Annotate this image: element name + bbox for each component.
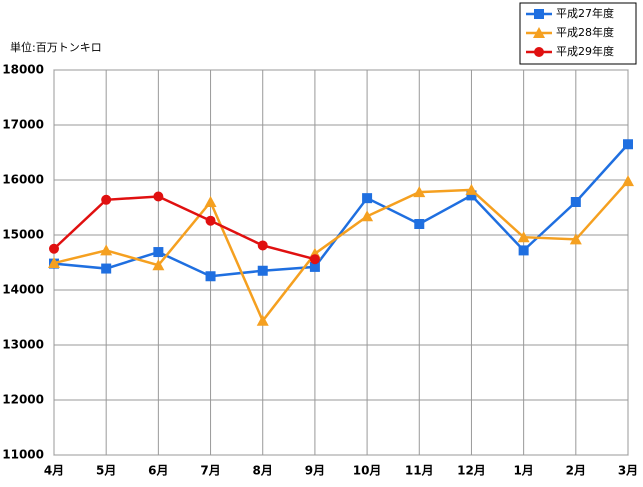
marker	[100, 244, 113, 256]
unit-label: 単位:百万トンキロ	[10, 40, 102, 54]
marker	[623, 139, 633, 150]
marker	[153, 247, 164, 258]
x-tick-label: 11月	[405, 464, 434, 478]
marker	[362, 193, 373, 204]
marker	[569, 233, 582, 245]
marker	[465, 183, 478, 195]
series-line	[53, 180, 629, 324]
legend-label: 平成29年度	[556, 44, 614, 58]
y-tick-label: 17000	[2, 118, 44, 132]
y-tick-label: 12000	[2, 393, 44, 407]
plot-area	[53, 69, 629, 456]
marker	[49, 243, 59, 254]
marker	[101, 194, 112, 205]
x-tick-label: 9月	[305, 464, 325, 478]
y-tick-label: 14000	[2, 283, 44, 297]
y-tick-label: 18000	[2, 63, 44, 77]
marker	[257, 240, 268, 251]
y-tick-label: 13000	[2, 338, 44, 352]
marker	[622, 175, 634, 187]
y-tick-label: 11000	[2, 448, 44, 462]
marker	[414, 219, 425, 229]
y-tick-label: 15000	[2, 228, 44, 242]
series-line	[53, 143, 629, 278]
marker	[413, 186, 426, 198]
marker	[533, 27, 545, 38]
marker	[153, 191, 164, 202]
marker	[309, 261, 320, 272]
marker	[534, 47, 544, 57]
marker	[534, 9, 544, 19]
x-tick-label: 5月	[96, 464, 116, 478]
x-tick-label: 10月	[353, 464, 382, 478]
x-tick-label: 12月	[457, 464, 486, 478]
marker	[309, 254, 320, 265]
marker	[205, 215, 216, 226]
marker	[205, 271, 216, 282]
marker	[517, 231, 530, 243]
marker	[204, 196, 217, 207]
x-tick-label: 1月	[513, 464, 533, 478]
marker	[152, 259, 165, 271]
x-tick-label: 6月	[148, 464, 168, 478]
marker	[570, 197, 581, 207]
series-line	[53, 195, 316, 261]
marker	[518, 245, 529, 256]
x-tick-label: 3月	[618, 464, 638, 478]
x-tick-label: 4月	[44, 464, 64, 478]
marker	[101, 263, 112, 274]
y-tick-label: 16000	[2, 173, 44, 187]
marker	[361, 210, 374, 222]
marker	[256, 314, 269, 326]
marker	[466, 190, 477, 201]
legend-label: 平成28年度	[556, 25, 614, 39]
marker	[257, 265, 268, 276]
marker	[48, 257, 60, 269]
x-tick-label: 2月	[566, 464, 586, 478]
legend-label: 平成27年度	[556, 6, 614, 20]
x-tick-label: 7月	[200, 464, 220, 478]
x-tick-label: 8月	[253, 464, 273, 478]
